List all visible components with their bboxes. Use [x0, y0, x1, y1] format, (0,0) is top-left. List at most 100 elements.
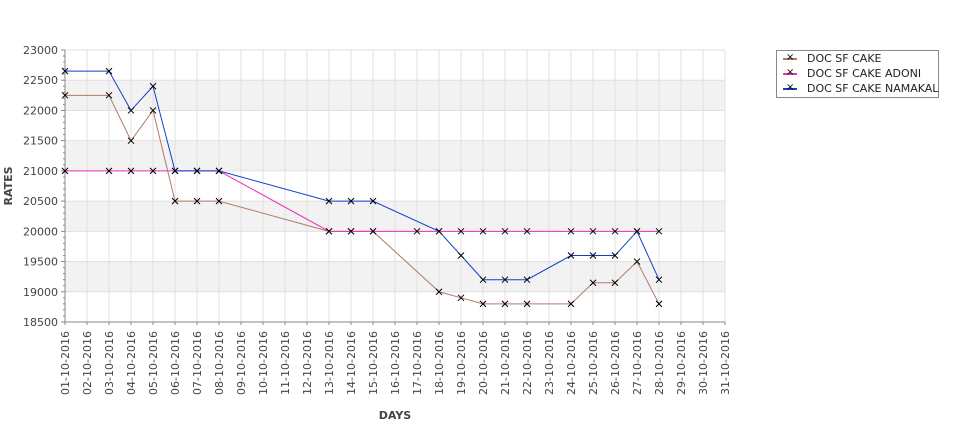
legend-label: DOC SF CAKE NAMAKAL: [807, 82, 939, 95]
x-tick-label: 16-10-2016: [389, 331, 402, 395]
legend-line-icon: ×: [783, 52, 797, 63]
data-point-marker: [105, 91, 113, 99]
x-tick-label: 11-10-2016: [279, 331, 292, 395]
x-tick-label: 03-10-2016: [103, 331, 116, 395]
data-point-marker: [105, 167, 113, 175]
legend-item: × DOC SF CAKE: [777, 51, 938, 66]
data-point-marker: [655, 300, 663, 308]
x-tick-label: 22-10-2016: [521, 331, 534, 395]
data-point-marker: [501, 276, 509, 284]
data-point-marker: [655, 227, 663, 235]
data-point-marker: [457, 294, 465, 302]
x-tick-label: 17-10-2016: [411, 331, 424, 395]
data-point-marker: [567, 252, 575, 259]
x-tick-label: 28-10-2016: [653, 331, 666, 395]
legend-item: × DOC SF CAKE NAMAKAL: [777, 81, 938, 96]
y-tick-label: 20500: [23, 195, 58, 208]
data-point-marker: [611, 227, 619, 235]
data-point-marker: [61, 91, 69, 99]
y-tick-label: 22000: [23, 104, 58, 117]
data-point-marker: [105, 67, 113, 75]
y-tick-label: 23000: [23, 44, 58, 57]
x-tick-label: 10-10-2016: [257, 331, 270, 395]
y-tick-label: 21500: [23, 135, 58, 148]
x-tick-label: 08-10-2016: [213, 331, 226, 395]
x-tick-label: 05-10-2016: [147, 331, 160, 395]
x-tick-label: 09-10-2016: [235, 331, 248, 395]
x-tick-label: 13-10-2016: [323, 331, 336, 395]
series-line-2: [65, 70, 660, 281]
data-point-marker: [523, 227, 531, 235]
data-point-marker: [193, 167, 201, 175]
data-point-marker: [611, 279, 619, 287]
y-tick-label: 19000: [23, 286, 58, 299]
x-tick-label: 31-10-2016: [719, 331, 732, 395]
data-point-marker: [193, 197, 201, 205]
y-tick-label: 22500: [23, 74, 58, 87]
y-axis-label: RATES: [2, 166, 15, 205]
data-point-marker: [457, 227, 465, 235]
data-point-marker: [149, 167, 157, 175]
data-point-marker: [347, 197, 355, 205]
x-tick-label: 02-10-2016: [81, 331, 94, 395]
data-point-marker: [413, 227, 421, 235]
data-point-marker: [479, 227, 487, 235]
data-point-marker: [611, 252, 619, 259]
legend-label: DOC SF CAKE: [807, 52, 882, 65]
y-tick-label: 19500: [23, 256, 58, 269]
x-tick-label: 26-10-2016: [609, 331, 622, 395]
data-point-marker: [369, 197, 377, 205]
data-point-marker: [501, 300, 509, 308]
data-point-marker: [325, 197, 333, 205]
data-point-marker: [61, 167, 69, 175]
data-point-marker: [567, 300, 575, 308]
data-point-marker: [127, 107, 135, 114]
data-point-marker: [347, 227, 355, 235]
x-tick-label: 14-10-2016: [345, 331, 358, 395]
series-line-0: [65, 94, 660, 305]
data-point-marker: [215, 167, 223, 175]
x-tick-label: 19-10-2016: [455, 331, 468, 395]
data-point-marker: [215, 197, 223, 205]
data-point-marker: [435, 227, 443, 235]
data-point-marker: [369, 227, 377, 235]
data-point-marker: [149, 107, 157, 114]
data-point-marker: [457, 252, 465, 259]
data-point-marker: [479, 300, 487, 308]
legend-marker-icon: ×: [786, 51, 795, 63]
data-point-marker: [589, 227, 597, 235]
legend-line-icon: ×: [783, 67, 797, 78]
data-point-marker: [435, 288, 443, 296]
x-tick-label: 20-10-2016: [477, 331, 490, 395]
data-point-marker: [61, 67, 69, 75]
data-point-marker: [171, 197, 179, 205]
data-point-marker: [633, 258, 641, 265]
data-point-marker: [655, 276, 663, 284]
x-tick-label: 23-10-2016: [543, 331, 556, 395]
x-tick-label: 12-10-2016: [301, 331, 314, 395]
legend-line-icon: ×: [783, 82, 797, 93]
legend-item: × DOC SF CAKE ADONI: [777, 66, 938, 81]
x-tick-label: 29-10-2016: [675, 331, 688, 395]
legend-marker-icon: ×: [786, 66, 795, 78]
legend-marker-icon: ×: [786, 81, 795, 93]
y-tick-label: 18500: [23, 316, 58, 329]
data-point-marker: [149, 82, 157, 90]
x-tick-label: 18-10-2016: [433, 331, 446, 395]
y-tick-label: 20000: [23, 225, 58, 238]
data-point-marker: [589, 279, 597, 287]
y-tick-label: 21000: [23, 165, 58, 178]
x-tick-label: 21-10-2016: [499, 331, 512, 395]
data-point-marker: [127, 167, 135, 175]
data-point-marker: [633, 227, 641, 235]
data-point-marker: [171, 167, 179, 175]
data-point-marker: [127, 137, 135, 145]
x-tick-label: 15-10-2016: [367, 331, 380, 395]
x-tick-label: 04-10-2016: [125, 331, 138, 395]
legend-label: DOC SF CAKE ADONI: [807, 67, 922, 80]
data-point-marker: [501, 227, 509, 235]
data-point-marker: [325, 227, 333, 235]
x-tick-label: 01-10-2016: [59, 331, 72, 395]
